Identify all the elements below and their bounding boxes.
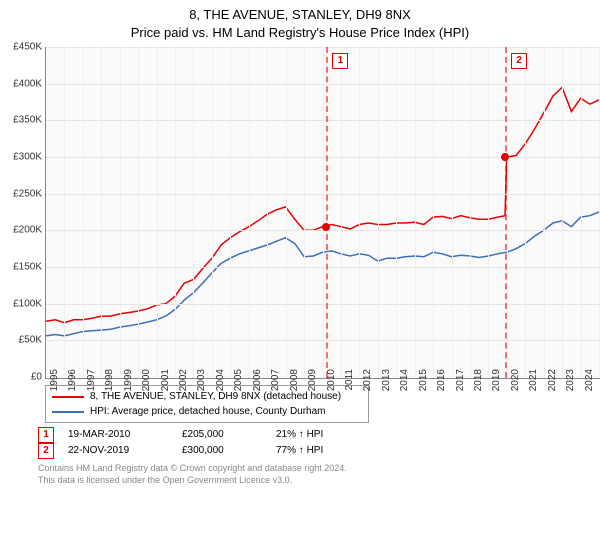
x-tick-label: 2007: [270, 369, 281, 397]
sale-marker-2: 2: [511, 53, 527, 69]
sale-row-marker: 2: [38, 443, 54, 459]
x-tick-label: 1997: [86, 369, 97, 397]
x-tick-label: 2019: [491, 369, 502, 397]
x-tick-label: 1995: [49, 369, 60, 397]
y-tick-label: £100K: [2, 298, 42, 309]
sale-dot: [501, 153, 509, 161]
sale-row: 2 22-NOV-2019 £300,000 77% ↑ HPI: [38, 443, 590, 459]
sale-row-price: £300,000: [182, 443, 262, 459]
x-tick-label: 2011: [344, 369, 355, 397]
sale-row-delta: 21% ↑ HPI: [276, 427, 323, 443]
x-tick-label: 2003: [196, 369, 207, 397]
y-tick-label: £250K: [2, 188, 42, 199]
chart-plot-area: £0£50K£100K£150K£200K£250K£300K£350K£400…: [45, 47, 600, 379]
x-tick-label: 2022: [547, 369, 558, 397]
legend-row: HPI: Average price, detached house, Coun…: [52, 404, 362, 419]
x-tick-label: 2013: [381, 369, 392, 397]
x-tick-label: 2008: [289, 369, 300, 397]
legend-label: HPI: Average price, detached house, Coun…: [90, 404, 326, 419]
sale-row: 1 19-MAR-2010 £205,000 21% ↑ HPI: [38, 427, 590, 443]
x-tick-label: 2009: [307, 369, 318, 397]
legend-swatch: [52, 411, 84, 413]
y-tick-label: £450K: [2, 42, 42, 53]
x-tick-label: 2020: [510, 369, 521, 397]
y-tick-label: £0: [2, 372, 42, 383]
x-tick-label: 2021: [528, 369, 539, 397]
title-line1: 8, THE AVENUE, STANLEY, DH9 8NX: [189, 7, 411, 22]
sale-row-date: 22-NOV-2019: [68, 443, 168, 459]
x-tick-label: 2012: [362, 369, 373, 397]
x-tick-label: 2000: [141, 369, 152, 397]
sale-table: 1 19-MAR-2010 £205,000 21% ↑ HPI 2 22-NOV-201…: [38, 427, 590, 459]
sale-row-delta: 77% ↑ HPI: [276, 443, 323, 459]
chart-title: 8, THE AVENUE, STANLEY, DH9 8NX Price pa…: [10, 6, 590, 41]
sale-row-date: 19-MAR-2010: [68, 427, 168, 443]
x-tick-label: 2016: [436, 369, 447, 397]
x-tick-label: 2001: [160, 369, 171, 397]
x-tick-label: 2014: [399, 369, 410, 397]
x-tick-label: 2018: [473, 369, 484, 397]
y-tick-label: £50K: [2, 335, 42, 346]
title-line2: Price paid vs. HM Land Registry's House …: [131, 25, 469, 40]
sale-dot: [322, 223, 330, 231]
sale-row-marker: 1: [38, 427, 54, 443]
y-tick-label: £200K: [2, 225, 42, 236]
x-tick-label: 2004: [215, 369, 226, 397]
y-tick-label: £300K: [2, 152, 42, 163]
x-tick-label: 2005: [233, 369, 244, 397]
x-tick-label: 2015: [418, 369, 429, 397]
x-tick-label: 2002: [178, 369, 189, 397]
sale-row-price: £205,000: [182, 427, 262, 443]
sale-marker-1: 1: [332, 53, 348, 69]
x-tick-label: 1996: [67, 369, 78, 397]
y-tick-label: £400K: [2, 78, 42, 89]
y-tick-label: £350K: [2, 115, 42, 126]
x-tick-label: 2024: [584, 369, 595, 397]
footer-note: Contains HM Land Registry data © Crown c…: [38, 463, 590, 486]
x-tick-label: 2017: [455, 369, 466, 397]
x-tick-label: 1999: [123, 369, 134, 397]
x-tick-label: 2023: [565, 369, 576, 397]
x-tick-label: 2006: [252, 369, 263, 397]
y-tick-label: £150K: [2, 262, 42, 273]
x-tick-label: 1998: [104, 369, 115, 397]
